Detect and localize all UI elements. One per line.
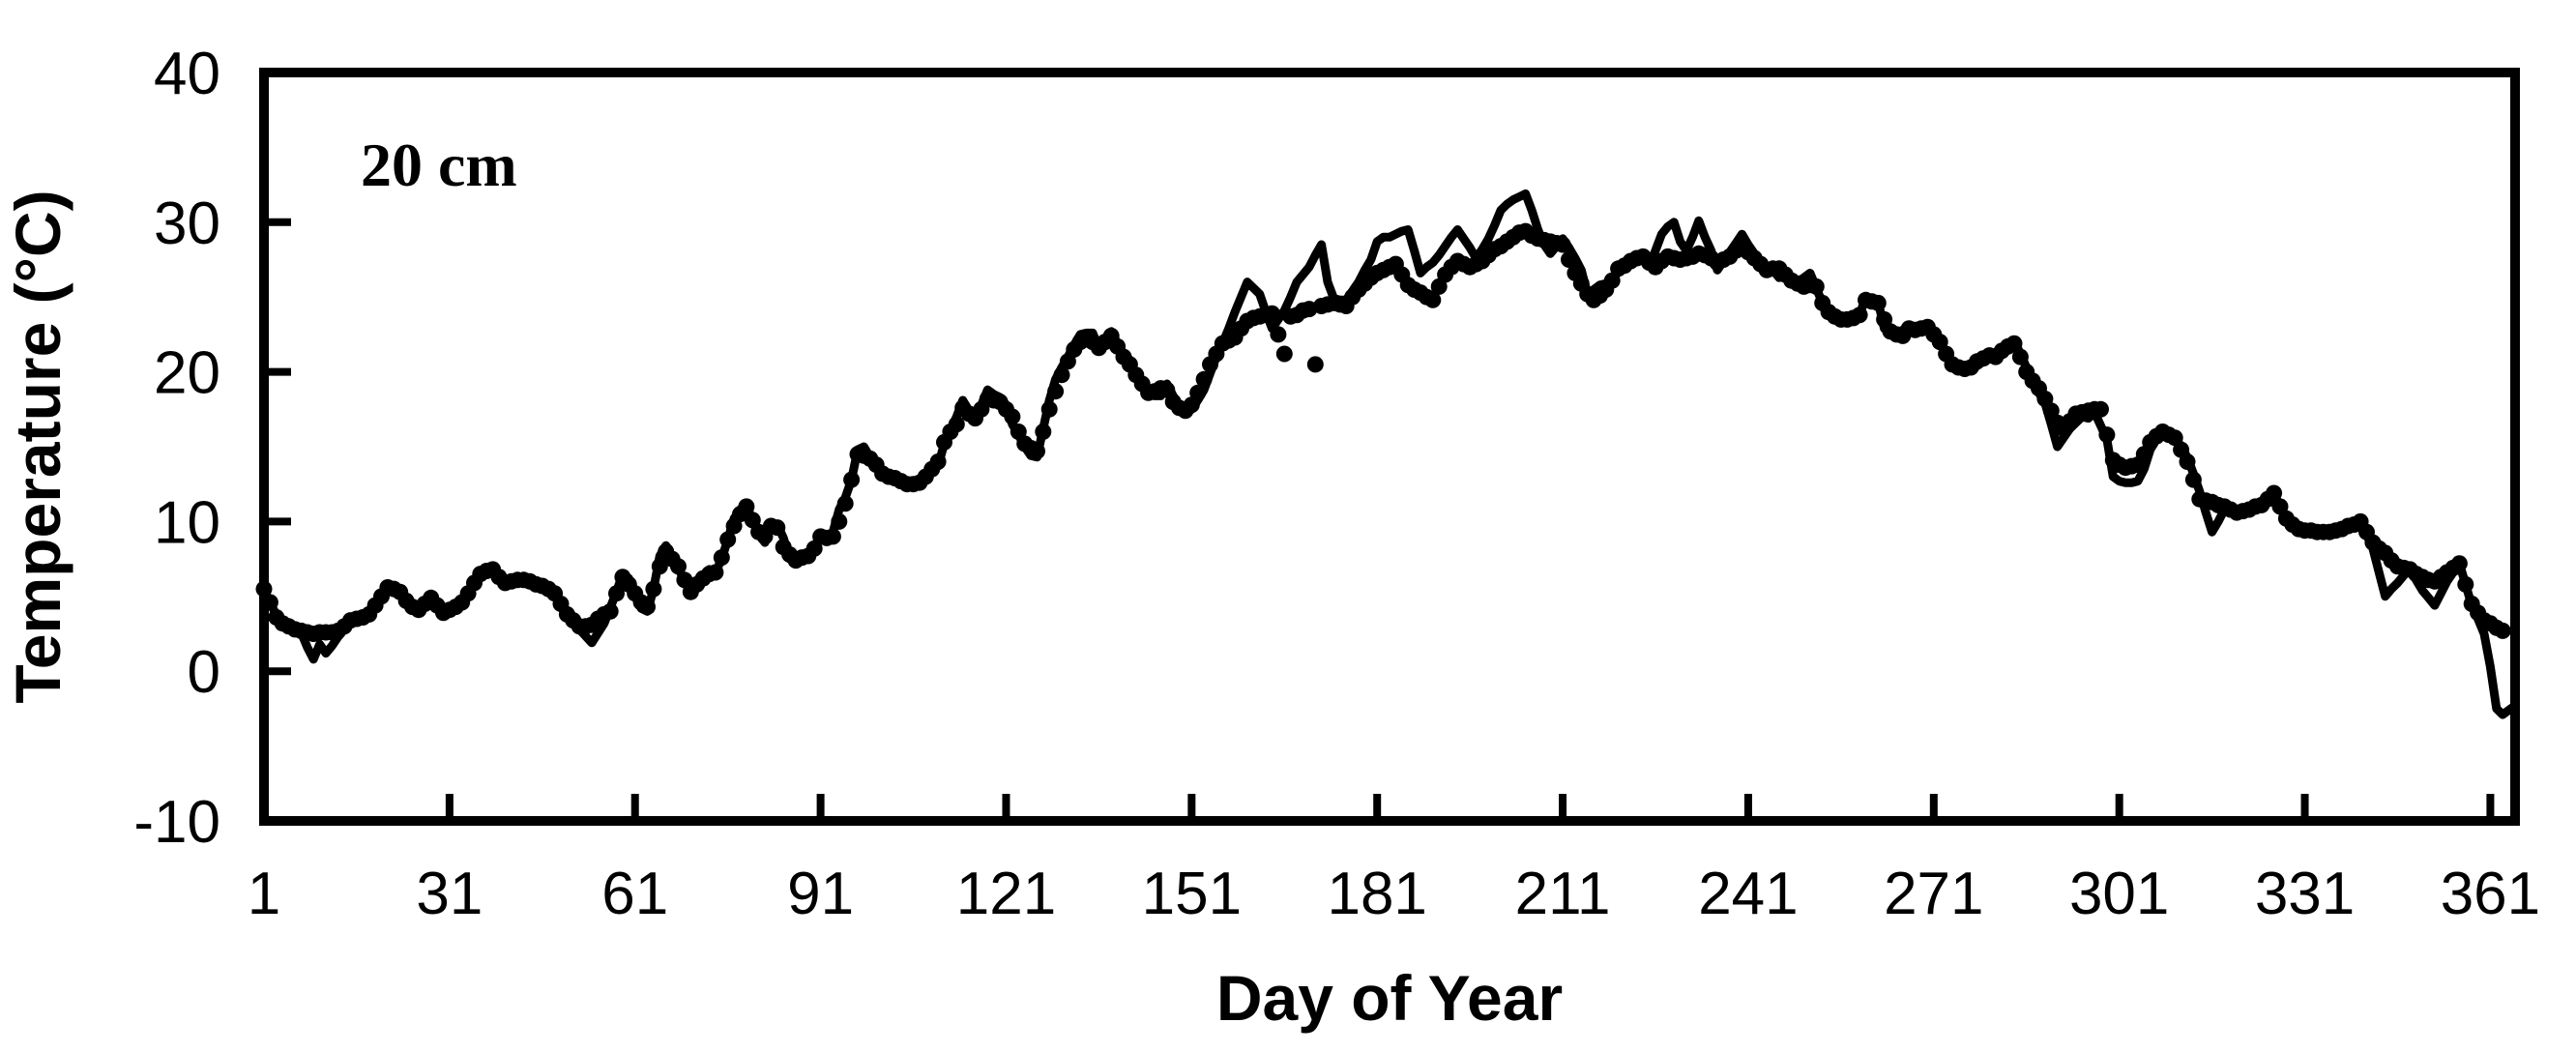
x-tick-label: 1 bbox=[248, 861, 280, 927]
observed-data-point bbox=[1040, 400, 1058, 418]
observed-data-point bbox=[651, 558, 668, 575]
x-tick-label: 301 bbox=[2069, 861, 2169, 927]
observed-data-point bbox=[1004, 408, 1021, 425]
observed-data-point bbox=[1554, 236, 1571, 253]
observed-marker-series bbox=[255, 222, 2511, 642]
observed-data-point bbox=[1195, 370, 1213, 388]
x-tick-label: 331 bbox=[2255, 861, 2355, 927]
observed-data-point bbox=[608, 585, 625, 602]
observed-data-point bbox=[1301, 301, 1318, 318]
observed-data-point bbox=[261, 594, 278, 611]
x-tick-label: 271 bbox=[1884, 861, 1983, 927]
observed-data-point bbox=[948, 416, 965, 433]
y-tick-label: 20 bbox=[154, 340, 220, 407]
x-tick-label: 181 bbox=[1327, 861, 1426, 927]
x-axis-title: Day of Year bbox=[1216, 962, 1563, 1034]
x-tick-label: 211 bbox=[1515, 861, 1611, 927]
observed-data-point bbox=[843, 471, 861, 488]
observed-data-point bbox=[601, 602, 619, 620]
x-tick-label: 151 bbox=[1142, 861, 1242, 927]
observed-data-point bbox=[2098, 426, 2116, 444]
depth-annotation: 20 cm bbox=[361, 131, 517, 199]
observed-data-point bbox=[831, 512, 848, 530]
observed-data-point bbox=[1851, 307, 1868, 324]
observed-data-point bbox=[255, 580, 273, 598]
observed-data-point bbox=[1047, 383, 1065, 400]
y-tick-label: 0 bbox=[188, 639, 220, 706]
y-tick-label: -10 bbox=[133, 789, 220, 856]
y-tick-label: 10 bbox=[154, 489, 220, 556]
observed-data-point bbox=[2450, 555, 2468, 572]
observed-data-point bbox=[1029, 443, 1045, 460]
observed-data-point bbox=[2093, 400, 2109, 418]
x-tick-label: 361 bbox=[2441, 861, 2540, 927]
observed-data-point bbox=[707, 564, 724, 581]
observed-data-point bbox=[1561, 251, 1577, 268]
x-tick-label: 91 bbox=[787, 861, 854, 927]
observed-data-point bbox=[1053, 366, 1070, 384]
observed-data-point bbox=[1275, 345, 1293, 363]
observed-data-point bbox=[769, 519, 786, 537]
observed-data-point bbox=[645, 580, 662, 598]
observed-data-point bbox=[2457, 575, 2474, 593]
observed-data-point bbox=[2011, 348, 2029, 365]
observed-data-point bbox=[639, 599, 656, 616]
x-tick-label: 241 bbox=[1698, 861, 1798, 927]
plot-border bbox=[259, 68, 2520, 826]
y-tick-label: 40 bbox=[154, 41, 220, 107]
observed-data-point bbox=[1189, 384, 1207, 401]
x-tick-label: 121 bbox=[956, 861, 1056, 927]
observed-data-point bbox=[713, 549, 730, 567]
x-tick-label: 31 bbox=[416, 861, 483, 927]
observed-data-point bbox=[2005, 335, 2023, 352]
observed-data-point bbox=[1807, 278, 1825, 295]
observed-data-point bbox=[824, 528, 841, 545]
observed-data-point bbox=[2494, 622, 2511, 639]
observed-data-point bbox=[2184, 471, 2202, 488]
observed-data-point bbox=[1270, 326, 1287, 343]
observed-data-point bbox=[1424, 291, 1442, 308]
x-tick-label: 61 bbox=[601, 861, 668, 927]
x-axis-ticks bbox=[260, 794, 2495, 821]
observed-data-point bbox=[1869, 294, 1887, 311]
observed-data-point bbox=[836, 495, 854, 512]
observed-data-point bbox=[738, 498, 755, 515]
observed-data-point bbox=[1035, 424, 1052, 440]
x-axis-tick-labels: 1 31 61 91 121 151 181 211 241 271 301 331 361 bbox=[248, 861, 2540, 927]
observed-data-point bbox=[1306, 356, 1324, 373]
observed-data-point bbox=[929, 453, 947, 470]
observed-data-point bbox=[2179, 453, 2196, 470]
y-tick-label: 30 bbox=[154, 190, 220, 257]
y-axis-ticks bbox=[264, 69, 291, 825]
observed-data-point bbox=[1264, 305, 1280, 322]
observed-data-point bbox=[2266, 484, 2283, 502]
y-axis-title: Temperature (°C) bbox=[2, 190, 73, 703]
observed-data-point bbox=[670, 558, 687, 575]
y-axis-tick-labels: -10 0 10 20 30 40 bbox=[133, 41, 220, 856]
observed-data-point bbox=[719, 531, 737, 548]
